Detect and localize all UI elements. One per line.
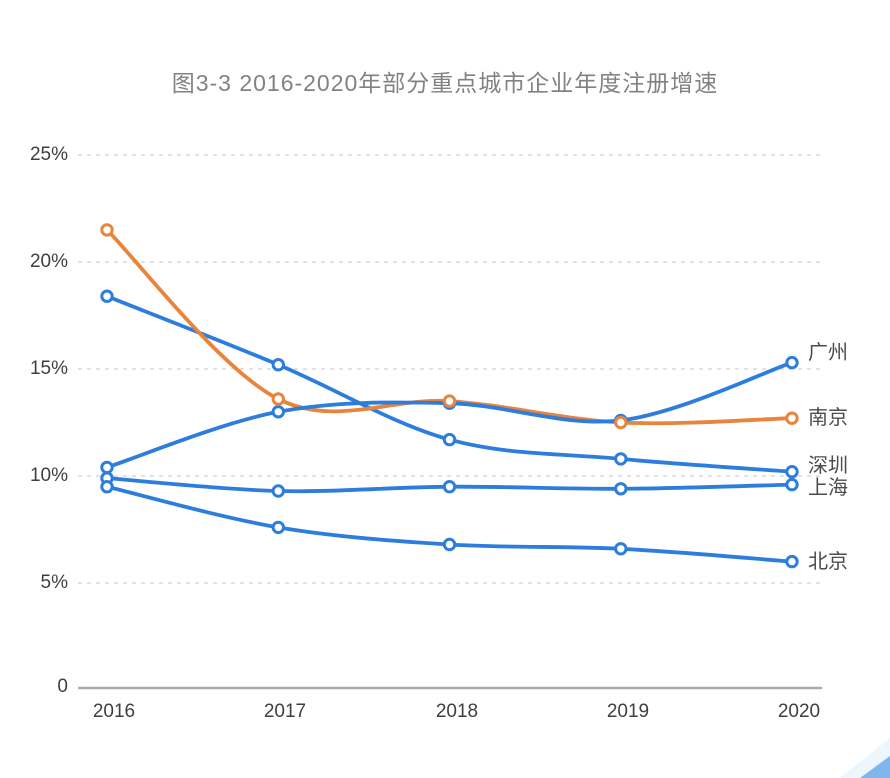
chart-title: 图3-3 2016-2020年部分重点城市企业年度注册增速	[171, 70, 719, 96]
x-tick-label: 2019	[606, 701, 650, 722]
data-point-marker	[785, 411, 799, 425]
y-tick-label: 20%	[29, 251, 68, 272]
data-point-marker	[442, 480, 457, 494]
series-label: 北京	[808, 551, 848, 573]
x-tick-label: 2016	[92, 701, 136, 722]
data-point-marker	[271, 392, 285, 406]
corner-band	[840, 738, 890, 778]
data-point-marker	[442, 432, 457, 447]
data-point-marker	[100, 223, 114, 237]
data-point-marker	[100, 480, 114, 494]
data-point-marker	[614, 482, 628, 496]
x-tick-label: 2020	[777, 701, 821, 722]
x-tick-label: 2018	[435, 701, 479, 722]
data-point-marker	[785, 554, 799, 569]
data-point-marker	[271, 358, 285, 372]
data-point-marker	[614, 415, 628, 430]
corner-triangle-icon	[860, 756, 890, 778]
data-point-marker	[785, 355, 799, 370]
series-label: 广州	[808, 342, 848, 364]
data-point-marker	[100, 460, 114, 475]
data-point-marker	[271, 520, 285, 535]
data-point-marker	[785, 465, 799, 479]
data-point-marker	[100, 289, 114, 303]
y-tick-label: 5%	[40, 572, 68, 593]
data-point-marker	[785, 477, 799, 492]
series-label: 深圳	[808, 455, 848, 477]
series-line	[105, 228, 794, 426]
data-point-marker	[614, 452, 628, 466]
data-point-marker	[271, 484, 285, 498]
series-label: 上海	[808, 477, 848, 499]
data-point-marker	[271, 405, 285, 419]
series-label: 南京	[808, 407, 848, 429]
data-point-marker	[442, 537, 457, 552]
data-point-marker	[614, 542, 628, 556]
series-line	[105, 360, 794, 470]
x-tick-label: 2017	[263, 701, 307, 722]
y-tick-label: 25%	[29, 144, 68, 165]
data-point-marker	[442, 394, 457, 408]
y-tick-label: 10%	[29, 465, 68, 486]
y-tick-label: 0	[57, 676, 68, 697]
y-tick-label: 15%	[29, 358, 68, 379]
